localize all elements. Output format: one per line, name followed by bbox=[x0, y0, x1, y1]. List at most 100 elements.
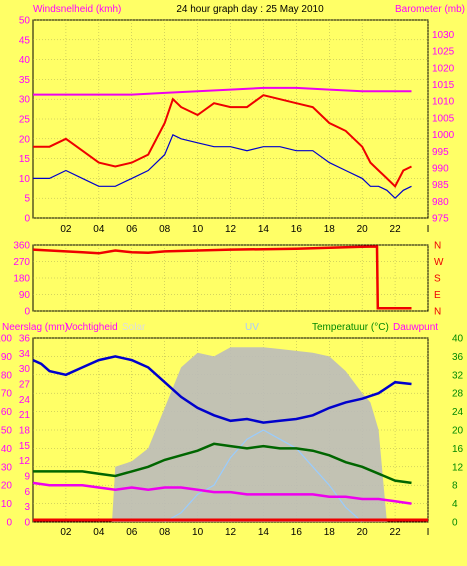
legend-solar: Solar bbox=[122, 322, 146, 333]
compass-tick-label: N bbox=[434, 241, 441, 252]
humidity-temperature-panel: Neerslag (mm) Vochtigheid Solar UV Tempe… bbox=[0, 322, 464, 538]
humidity-y-tick-label: 40 bbox=[1, 444, 13, 455]
rain-y-tick-label: 36 bbox=[19, 334, 31, 345]
humidity-x-tick-label: 18 bbox=[324, 527, 336, 538]
rain-y-tick-label: 0 bbox=[24, 518, 30, 529]
wind-x-tick-label: 18 bbox=[324, 224, 336, 235]
humidity-x-tick-label: 12 bbox=[225, 527, 237, 538]
humidity-y-tick-label: 60 bbox=[1, 407, 13, 418]
wind-y-tick-label: 10 bbox=[19, 174, 31, 185]
wind-barometer-panel: Windsnelheid (kmh) 24 hour graph day : 2… bbox=[19, 4, 465, 235]
humidity-y-tick-label: 70 bbox=[1, 389, 13, 400]
legend-dewpoint: Dauwpunt bbox=[393, 322, 438, 333]
humidity-x-tick-label: I bbox=[427, 527, 430, 538]
wind-x-tick-label: 04 bbox=[93, 224, 105, 235]
rain-y-tick-label: 12 bbox=[19, 456, 31, 467]
wind-x-tick-label: 08 bbox=[159, 224, 171, 235]
temperature-y-tick-label: 36 bbox=[452, 352, 464, 363]
wind-x-tick-label: 20 bbox=[357, 224, 369, 235]
dewpoint-line bbox=[32, 481, 412, 505]
rain-y-tick-label: 15 bbox=[19, 441, 31, 452]
solar-area bbox=[112, 347, 387, 522]
barometer-y-tick-label: 1025 bbox=[432, 47, 455, 58]
wind-x-tick-label: 16 bbox=[291, 224, 303, 235]
compass-tick-label: N bbox=[434, 307, 441, 318]
rain-y-tick-label: 9 bbox=[24, 472, 30, 483]
legend-uv: UV bbox=[245, 322, 259, 333]
legend-humidity: Vochtigheid bbox=[66, 322, 118, 333]
wind-x-tick-label: 14 bbox=[258, 224, 270, 235]
barometer-y-tick-label: 1030 bbox=[432, 30, 455, 41]
barometer-y-tick-label: 1015 bbox=[432, 80, 455, 91]
barometer-y-tick-label: 990 bbox=[432, 163, 449, 174]
humidity-x-tick-label: 04 bbox=[93, 527, 105, 538]
temperature-y-tick-label: 12 bbox=[452, 462, 464, 473]
rain-y-tick-label: 24 bbox=[19, 395, 31, 406]
wind-x-tick-label: 12 bbox=[225, 224, 237, 235]
humidity-x-tick-label: 14 bbox=[258, 527, 270, 538]
humidity-x-tick-label: 22 bbox=[390, 527, 402, 538]
wind-x-tick-label: 10 bbox=[192, 224, 204, 235]
humidity-y-tick-label: 50 bbox=[1, 426, 13, 437]
humidity-x-tick-label: 08 bbox=[159, 527, 171, 538]
barometer-y-tick-label: 1010 bbox=[432, 97, 455, 108]
rain-y-tick-label: 34 bbox=[19, 349, 31, 360]
wind-x-tick-label: 06 bbox=[126, 224, 138, 235]
barometer-line bbox=[33, 86, 412, 96]
wind-speed-axis-label: Windsnelheid (kmh) bbox=[33, 4, 121, 15]
wind-y-tick-label: 50 bbox=[19, 16, 31, 27]
wind-y-tick-label: 0 bbox=[24, 214, 30, 225]
wind-y-tick-label: 15 bbox=[19, 154, 31, 165]
barometer-y-tick-label: 980 bbox=[432, 197, 449, 208]
compass-tick-label: E bbox=[434, 290, 441, 301]
direction-y-tick-label: 90 bbox=[19, 290, 31, 301]
rain-y-tick-label: 18 bbox=[19, 426, 31, 437]
wind-y-tick-label: 45 bbox=[19, 35, 31, 46]
wind-x-tick-label: 02 bbox=[60, 224, 72, 235]
humidity-x-tick-label: 20 bbox=[357, 527, 369, 538]
humidity-y-tick-label: 100 bbox=[0, 334, 12, 345]
temperature-y-tick-label: 40 bbox=[452, 334, 464, 345]
direction-y-tick-label: 270 bbox=[13, 257, 30, 268]
barometer-y-tick-label: 995 bbox=[432, 147, 449, 158]
graph-title: 24 hour graph day : 25 May 2010 bbox=[176, 4, 324, 15]
wind-y-tick-label: 40 bbox=[19, 55, 31, 66]
temperature-y-tick-label: 24 bbox=[452, 407, 464, 418]
rain-y-tick-label: 27 bbox=[19, 380, 31, 391]
humidity-x-tick-label: 06 bbox=[126, 527, 138, 538]
rain-y-tick-label: 30 bbox=[19, 364, 31, 375]
humidity-x-tick-label: 10 bbox=[192, 527, 204, 538]
direction-y-tick-label: 0 bbox=[24, 307, 30, 318]
barometer-axis-label: Barometer (mb) bbox=[395, 4, 465, 15]
legend-rain: Neerslag (mm) bbox=[2, 322, 68, 333]
wind-speed-line bbox=[33, 94, 412, 188]
wind-direction-line bbox=[32, 245, 412, 310]
temperature-y-tick-label: 32 bbox=[452, 370, 464, 381]
barometer-y-tick-label: 1005 bbox=[432, 113, 455, 124]
temperature-y-tick-label: 28 bbox=[452, 389, 464, 400]
wind-y-tick-label: 5 bbox=[24, 194, 30, 205]
wind-x-tick-label: I bbox=[427, 224, 430, 235]
barometer-y-tick-label: 1020 bbox=[432, 63, 455, 74]
barometer-y-tick-label: 985 bbox=[432, 180, 449, 191]
temperature-y-tick-label: 20 bbox=[452, 426, 464, 437]
temperature-y-tick-label: 16 bbox=[452, 444, 464, 455]
wind-y-tick-label: 25 bbox=[19, 115, 31, 126]
wind-y-tick-label: 35 bbox=[19, 75, 31, 86]
wind-y-tick-label: 20 bbox=[19, 134, 31, 145]
humidity-y-tick-label: 20 bbox=[1, 481, 13, 492]
wind-x-tick-label: 22 bbox=[390, 224, 402, 235]
humidity-y-tick-label: 0 bbox=[6, 518, 12, 529]
humidity-x-tick-label: 02 bbox=[60, 527, 72, 538]
temperature-line bbox=[33, 442, 412, 485]
humidity-y-tick-label: 30 bbox=[1, 462, 13, 473]
humidity-y-tick-label: 10 bbox=[1, 499, 13, 510]
legend-temperature: Temperatuur (°C) bbox=[312, 322, 389, 333]
temperature-y-tick-label: 4 bbox=[452, 499, 458, 510]
humidity-line bbox=[32, 355, 412, 424]
wind-y-tick-label: 30 bbox=[19, 95, 31, 106]
temperature-y-tick-label: 8 bbox=[452, 481, 458, 492]
rain-y-tick-label: 6 bbox=[24, 487, 30, 498]
